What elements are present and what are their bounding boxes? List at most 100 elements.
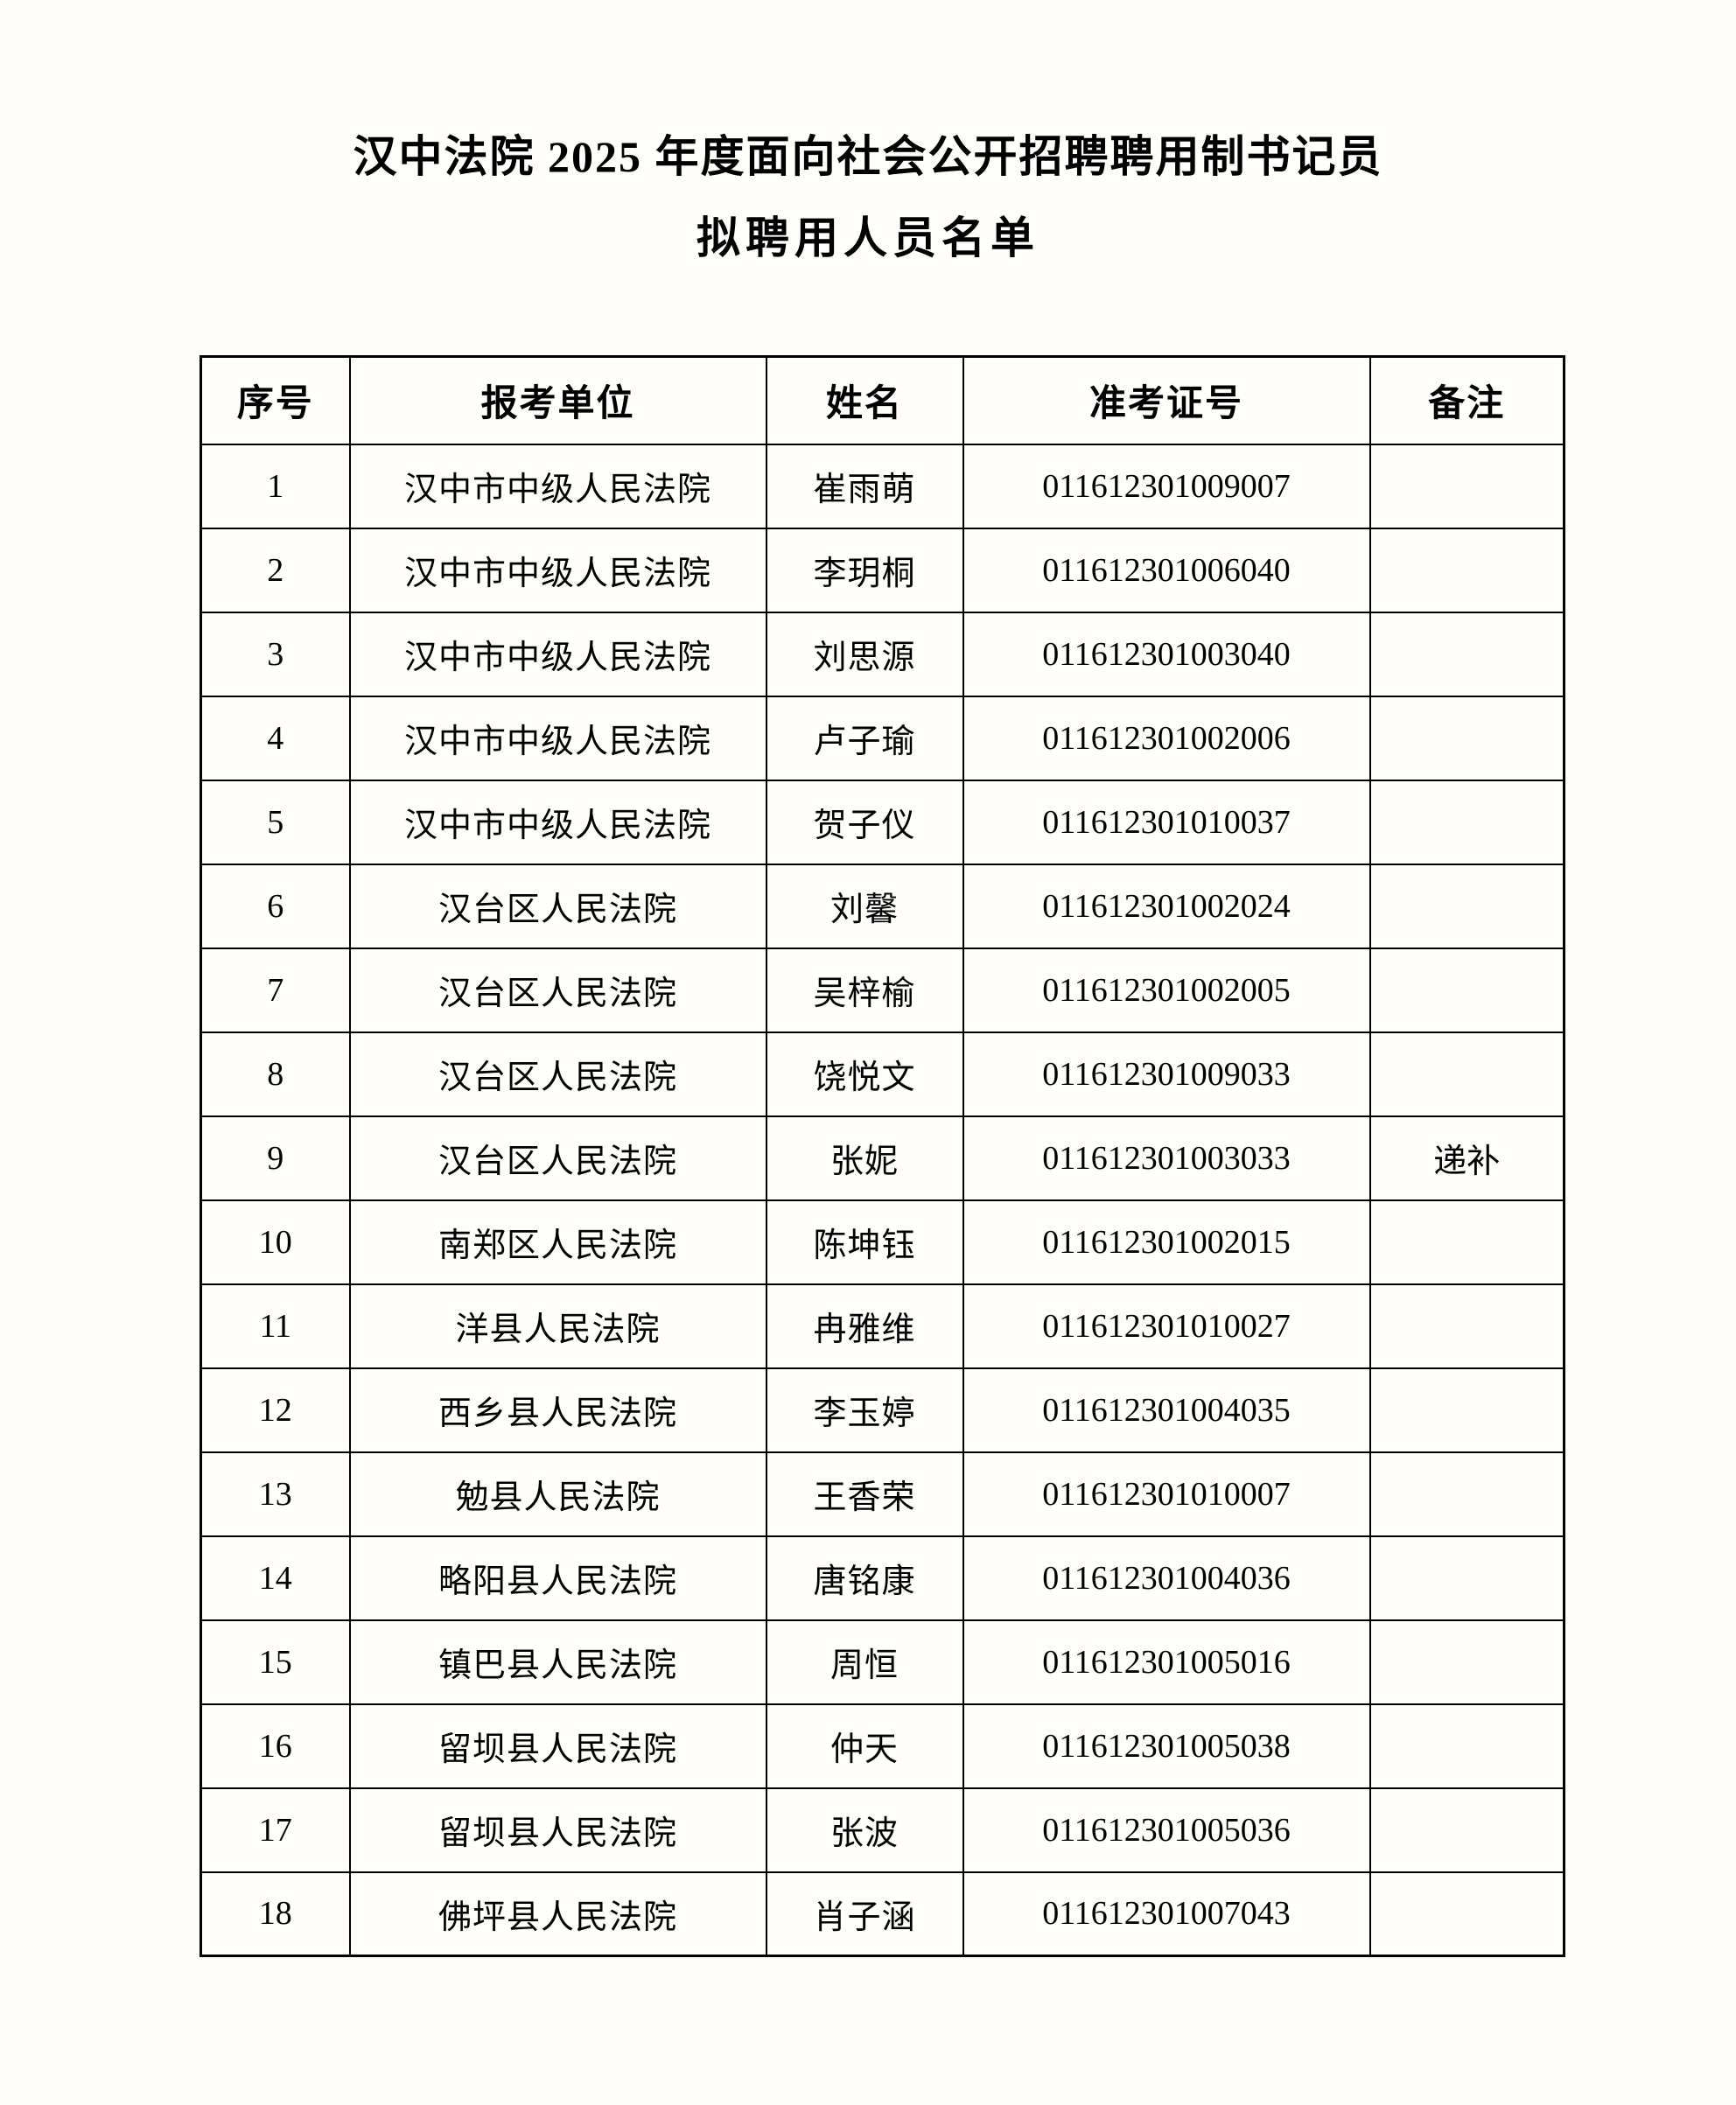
cell-remark <box>1368 779 1565 865</box>
cell-remark <box>1368 611 1565 697</box>
table-row: 2 汉中市中级人民法院 李玥桐 011612301006040 <box>200 527 1565 613</box>
cell-name: 卢子瑜 <box>765 695 964 781</box>
cell-remark <box>1368 527 1565 613</box>
table-row: 14 略阳县人民法院 唐铭康 011612301004036 <box>200 1535 1565 1621</box>
cell-ticket: 011612301002024 <box>962 863 1371 949</box>
cell-remark <box>1368 695 1565 781</box>
cell-remark <box>1368 1031 1565 1117</box>
table-row: 18 佛坪县人民法院 肖子涵 011612301007043 <box>200 1871 1565 1957</box>
cell-unit: 留坝县人民法院 <box>348 1703 767 1789</box>
cell-unit: 西乡县人民法院 <box>348 1367 767 1453</box>
cell-name: 冉雅维 <box>765 1283 964 1369</box>
cell-no: 3 <box>200 611 351 697</box>
cell-ticket: 011612301003033 <box>962 1115 1371 1201</box>
cell-remark: 递补 <box>1368 1115 1565 1201</box>
cell-unit: 佛坪县人民法院 <box>348 1871 767 1957</box>
cell-remark <box>1368 1451 1565 1537</box>
cell-name: 仲天 <box>765 1703 964 1789</box>
cell-name: 吴梓榆 <box>765 947 964 1033</box>
table-row: 7 汉台区人民法院 吴梓榆 011612301002005 <box>200 947 1565 1033</box>
cell-remark <box>1368 1535 1565 1621</box>
cell-no: 9 <box>200 1115 351 1201</box>
cell-ticket: 011612301005038 <box>962 1703 1371 1789</box>
table-row: 16 留坝县人民法院 仲天 011612301005038 <box>200 1703 1565 1789</box>
cell-name: 唐铭康 <box>765 1535 964 1621</box>
cell-ticket: 011612301002005 <box>962 947 1371 1033</box>
cell-unit: 洋县人民法院 <box>348 1283 767 1369</box>
cell-unit: 汉台区人民法院 <box>348 947 767 1033</box>
roster-table: 序号 报考单位 姓名 准考证号 备注 1 汉中市中级人民法院 崔雨萌 01161… <box>200 355 1565 1957</box>
cell-name: 饶悦文 <box>765 1031 964 1117</box>
cell-unit: 镇巴县人民法院 <box>348 1619 767 1705</box>
cell-name: 王香荣 <box>765 1451 964 1537</box>
cell-ticket: 011612301009007 <box>962 443 1371 529</box>
cell-ticket: 011612301004035 <box>962 1367 1371 1453</box>
table-row: 5 汉中市中级人民法院 贺子仪 011612301010037 <box>200 779 1565 865</box>
cell-ticket: 011612301005016 <box>962 1619 1371 1705</box>
cell-unit: 汉中市中级人民法院 <box>348 779 767 865</box>
table-row: 1 汉中市中级人民法院 崔雨萌 011612301009007 <box>200 443 1565 529</box>
table-row: 4 汉中市中级人民法院 卢子瑜 011612301002006 <box>200 695 1565 781</box>
cell-no: 7 <box>200 947 351 1033</box>
table-body: 1 汉中市中级人民法院 崔雨萌 011612301009007 2 汉中市中级人… <box>200 443 1565 1957</box>
cell-ticket: 011612301009033 <box>962 1031 1371 1117</box>
cell-remark <box>1368 947 1565 1033</box>
cell-ticket: 011612301004036 <box>962 1535 1371 1621</box>
cell-name: 刘馨 <box>765 863 964 949</box>
cell-name: 肖子涵 <box>765 1871 964 1957</box>
table-row: 9 汉台区人民法院 张妮 011612301003033 递补 <box>200 1115 1565 1201</box>
cell-no: 8 <box>200 1031 351 1117</box>
cell-name: 刘思源 <box>765 611 964 697</box>
cell-ticket: 011612301007043 <box>962 1871 1371 1957</box>
cell-unit: 留坝县人民法院 <box>348 1787 767 1873</box>
cell-no: 12 <box>200 1367 351 1453</box>
cell-remark <box>1368 1367 1565 1453</box>
cell-remark <box>1368 1871 1565 1957</box>
table-row: 13 勉县人民法院 王香荣 011612301010007 <box>200 1451 1565 1537</box>
cell-name: 崔雨萌 <box>765 443 964 529</box>
cell-name: 张波 <box>765 1787 964 1873</box>
table-row: 17 留坝县人民法院 张波 011612301005036 <box>200 1787 1565 1873</box>
cell-unit: 汉中市中级人民法院 <box>348 695 767 781</box>
cell-unit: 略阳县人民法院 <box>348 1535 767 1621</box>
cell-unit: 汉中市中级人民法院 <box>348 611 767 697</box>
cell-ticket: 011612301010007 <box>962 1451 1371 1537</box>
cell-no: 18 <box>200 1871 351 1957</box>
cell-unit: 汉中市中级人民法院 <box>348 443 767 529</box>
header-cell-name: 姓名 <box>765 355 964 445</box>
page-title-line1: 汉中法院 2025 年度面向社会公开招聘聘用制书记员 <box>353 132 1383 181</box>
cell-ticket: 011612301006040 <box>962 527 1371 613</box>
cell-remark <box>1368 1283 1565 1369</box>
cell-name: 李玥桐 <box>765 527 964 613</box>
header-cell-no: 序号 <box>200 355 351 445</box>
cell-unit: 汉台区人民法院 <box>348 863 767 949</box>
page-title-line2: 拟聘用人员名单 <box>696 213 1040 262</box>
header-cell-ticket: 准考证号 <box>962 355 1371 445</box>
cell-no: 5 <box>200 779 351 865</box>
table-row: 6 汉台区人民法院 刘馨 011612301002024 <box>200 863 1565 949</box>
cell-unit: 南郑区人民法院 <box>348 1199 767 1285</box>
cell-remark <box>1368 1199 1565 1285</box>
table-row: 15 镇巴县人民法院 周恒 011612301005016 <box>200 1619 1565 1705</box>
cell-name: 陈坤钰 <box>765 1199 964 1285</box>
cell-ticket: 011612301002015 <box>962 1199 1371 1285</box>
cell-no: 15 <box>200 1619 351 1705</box>
cell-ticket: 011612301003040 <box>962 611 1371 697</box>
cell-remark <box>1368 1703 1565 1789</box>
cell-unit: 汉中市中级人民法院 <box>348 527 767 613</box>
cell-remark <box>1368 863 1565 949</box>
header-row: 序号 报考单位 姓名 准考证号 备注 <box>200 355 1565 445</box>
cell-unit: 勉县人民法院 <box>348 1451 767 1537</box>
cell-no: 4 <box>200 695 351 781</box>
cell-no: 11 <box>200 1283 351 1369</box>
cell-name: 周恒 <box>765 1619 964 1705</box>
cell-no: 17 <box>200 1787 351 1873</box>
table-row: 11 洋县人民法院 冉雅维 011612301010027 <box>200 1283 1565 1369</box>
cell-no: 14 <box>200 1535 351 1621</box>
table-row: 3 汉中市中级人民法院 刘思源 011612301003040 <box>200 611 1565 697</box>
table-row: 10 南郑区人民法院 陈坤钰 011612301002015 <box>200 1199 1565 1285</box>
cell-ticket: 011612301010037 <box>962 779 1371 865</box>
cell-name: 贺子仪 <box>765 779 964 865</box>
cell-no: 1 <box>200 443 351 529</box>
